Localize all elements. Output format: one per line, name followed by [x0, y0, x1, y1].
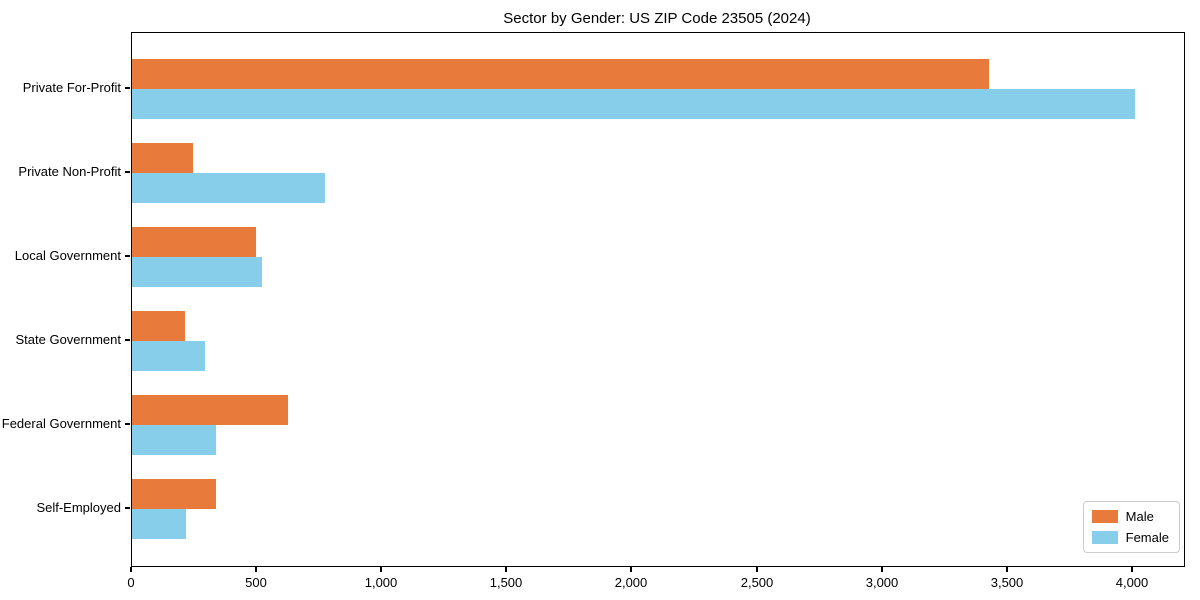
x-tick-mark [130, 567, 132, 572]
y-tick-mark [125, 339, 130, 341]
y-tick-mark [125, 255, 130, 257]
y-tick-label: Local Government [14, 248, 121, 263]
y-tick-mark [125, 87, 130, 89]
x-tick-label: 500 [245, 575, 267, 590]
y-tick-label: State Government [15, 332, 122, 347]
x-tick-label: 1,500 [489, 575, 523, 590]
y-tick-mark [125, 171, 130, 173]
bar-female-3 [132, 257, 262, 287]
legend-label: Male [1125, 509, 1154, 524]
x-tick-mark [380, 567, 382, 572]
x-tick-label: 0 [127, 575, 135, 590]
legend-item-male: Male [1091, 509, 1169, 524]
legend: Male Female [1082, 501, 1180, 553]
y-tick-label: Private For-Profit [22, 80, 121, 95]
x-tick-label: 3,000 [865, 575, 899, 590]
legend-swatch-male [1091, 510, 1118, 523]
y-tick-mark [125, 423, 130, 425]
bar-female-1 [132, 89, 1135, 119]
legend-item-female: Female [1091, 530, 1169, 545]
bar-male-6 [132, 479, 216, 509]
x-tick-mark [505, 567, 507, 572]
bar-female-4 [132, 341, 205, 371]
bar-male-5 [132, 395, 288, 425]
x-tick-label: 2,500 [740, 575, 774, 590]
y-tick-label: Federal Government [1, 416, 121, 431]
chart-title: Sector by Gender: US ZIP Code 23505 (202… [503, 10, 811, 27]
x-tick-mark [255, 567, 257, 572]
bar-male-3 [132, 227, 256, 257]
y-tick-label: Self-Employed [36, 500, 121, 515]
bar-female-5 [132, 425, 216, 455]
bar-male-2 [132, 143, 193, 173]
x-tick-mark [1131, 567, 1133, 572]
x-tick-mark [630, 567, 632, 572]
bar-male-4 [132, 311, 185, 341]
bar-female-6 [132, 509, 186, 539]
x-tick-label: 2,000 [614, 575, 648, 590]
x-tick-mark [881, 567, 883, 572]
bar-female-2 [132, 173, 325, 203]
plot-area: Male Female [131, 32, 1185, 567]
x-tick-mark [1006, 567, 1008, 572]
x-tick-label: 3,500 [990, 575, 1024, 590]
bar-male-1 [132, 59, 989, 89]
x-tick-label: 1,000 [364, 575, 398, 590]
y-tick-mark [125, 507, 130, 509]
legend-swatch-female [1091, 531, 1118, 544]
y-tick-label: Private Non-Profit [18, 164, 121, 179]
x-tick-label: 4,000 [1115, 575, 1149, 590]
legend-label: Female [1125, 530, 1169, 545]
x-tick-mark [756, 567, 758, 572]
